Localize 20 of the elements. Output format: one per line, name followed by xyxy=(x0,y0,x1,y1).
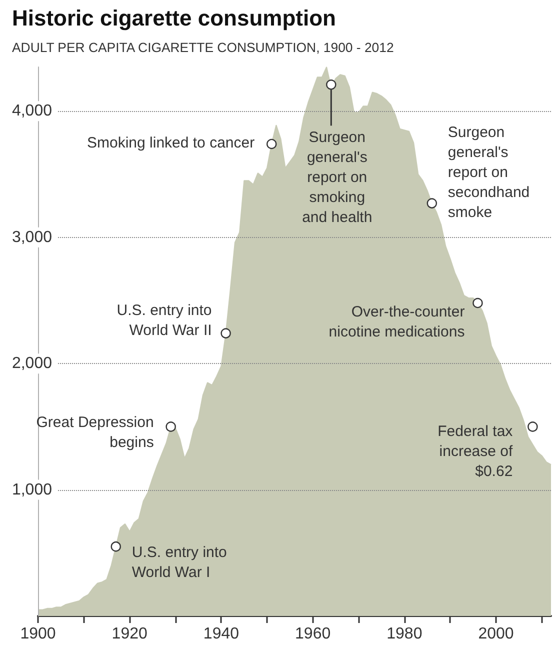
x-tick-label: 1900 xyxy=(20,626,56,642)
x-tick-label: 2000 xyxy=(478,626,514,642)
chart-subtitle: ADULT PER CAPITA CIGARETTE CONSUMPTION, 1900 - 2012 xyxy=(12,40,394,55)
annotation: U.S. entry into World War I xyxy=(132,544,227,582)
y-tick-label: 1,000 xyxy=(12,481,52,498)
annotation: Smoking linked to cancer xyxy=(87,134,255,152)
y-tick-label: 3,000 xyxy=(12,228,52,246)
y-tick-label: 2,000 xyxy=(12,355,52,372)
annotation: Federal tax increase of $0.62 xyxy=(438,423,514,480)
annotation: Surgeon general's report on smoking and health xyxy=(302,129,372,226)
x-tick-label: 1960 xyxy=(295,626,331,642)
x-tick-label: 1940 xyxy=(203,626,240,642)
x-tick-label: 1920 xyxy=(112,626,148,642)
annotation: Over-the-counter nicotine medications xyxy=(328,304,465,341)
annotation: Surgeon general's report on secondhand smoke xyxy=(448,124,530,221)
chart-title: Historic cigarette consumption xyxy=(12,6,336,30)
annotation: U.S. entry into World War II xyxy=(116,302,212,339)
x-tick-label: 1980 xyxy=(386,626,422,642)
y-tick-label: 4,000 xyxy=(12,102,52,120)
annotation: Great Depression begins xyxy=(36,414,154,452)
